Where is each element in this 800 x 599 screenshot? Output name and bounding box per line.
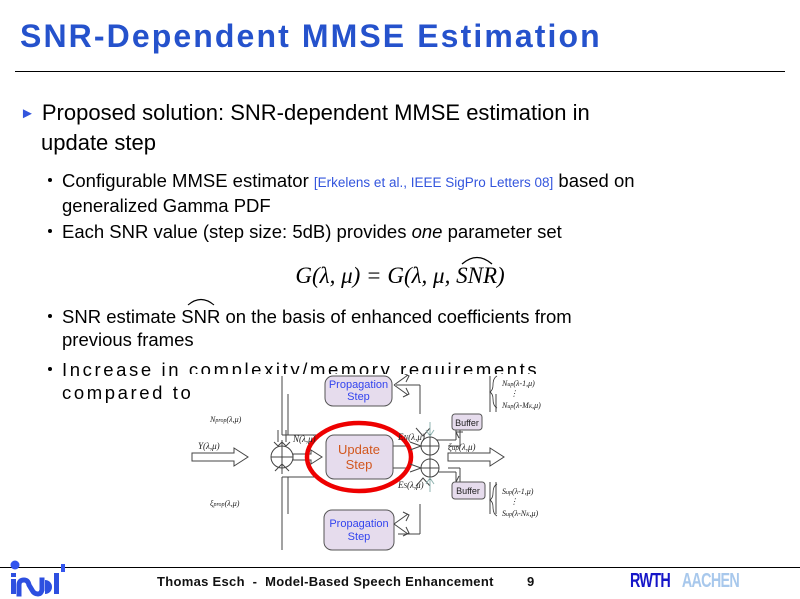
svg-text:ξup(λ,μ): ξup(λ,μ): [448, 442, 476, 452]
svg-text:Propagation: Propagation: [329, 518, 388, 530]
svg-text:ξprop(λ,μ): ξprop(λ,μ): [210, 499, 240, 508]
svg-text:Propagation: Propagation: [329, 379, 388, 391]
svg-text:Sup(λ-NK,μ): Sup(λ-NK,μ): [502, 509, 539, 518]
svg-text:Nup(λ-1,μ): Nup(λ-1,μ): [501, 379, 535, 388]
svg-text:Buffer: Buffer: [455, 418, 479, 428]
svg-text:Nup(λ-MK,μ): Nup(λ-MK,μ): [501, 401, 541, 410]
svg-text:Buffer: Buffer: [456, 486, 480, 496]
svg-text:Update: Update: [338, 442, 380, 457]
svg-text:N(λ,μ): N(λ,μ): [292, 434, 316, 444]
svg-text:RWTH: RWTH: [630, 570, 670, 592]
svg-text:⋮: ⋮: [510, 497, 518, 506]
svg-text:Y(λ,μ): Y(λ,μ): [198, 441, 220, 451]
svg-text:⋮: ⋮: [510, 389, 518, 398]
svg-text:AACHEN: AACHEN: [682, 570, 739, 592]
svg-text:Sup(λ-1,μ): Sup(λ-1,μ): [502, 487, 534, 496]
svg-text:Step: Step: [348, 531, 371, 543]
svg-text:Step: Step: [347, 391, 370, 403]
svg-text:Step: Step: [346, 457, 373, 472]
svg-text:Nprop(λ,μ): Nprop(λ,μ): [209, 415, 242, 424]
svg-text:EN(λ,μ): EN(λ,μ): [397, 432, 425, 442]
svg-text:ES(λ,μ): ES(λ,μ): [397, 480, 424, 490]
